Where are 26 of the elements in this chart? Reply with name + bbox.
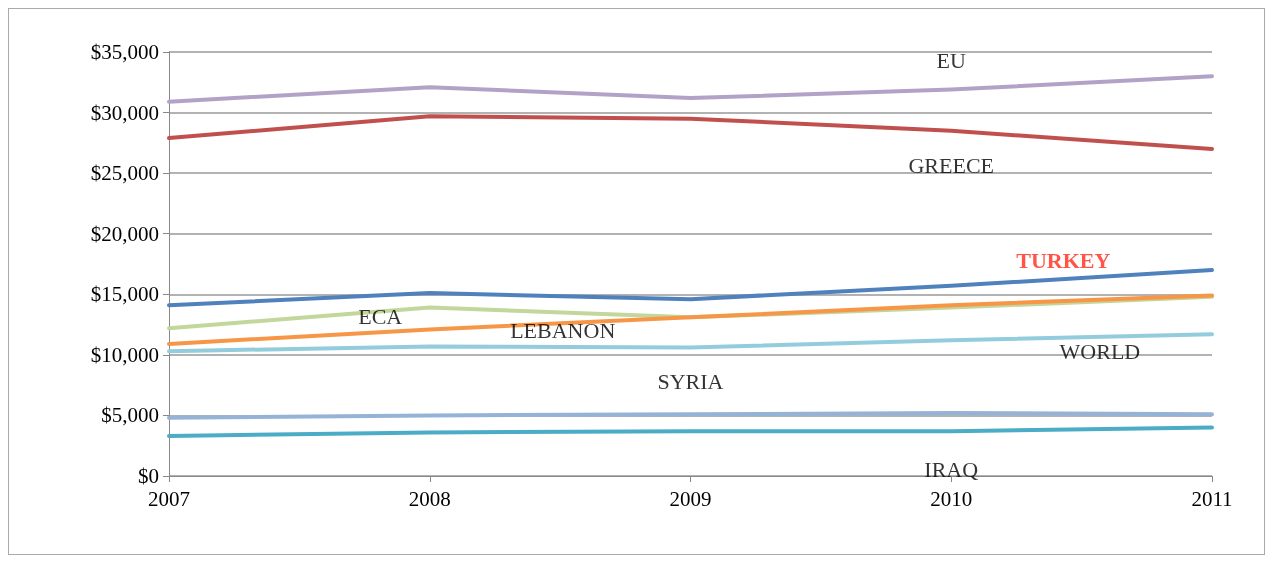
y-tick-label: $20,000: [90, 221, 159, 246]
line-series: [167, 268, 1214, 308]
x-tick-label: 2009: [669, 486, 712, 511]
y-tick-label: $10,000: [90, 342, 159, 367]
y-tick-label: $15,000: [90, 282, 159, 307]
x-tick-label: 2008: [408, 486, 451, 511]
line-series: [167, 74, 1214, 104]
line-series: [167, 293, 1214, 346]
y-tick-label: $30,000: [90, 100, 159, 125]
series-label: LEBANON: [510, 318, 616, 344]
x-tick-label: 2010: [930, 486, 973, 511]
y-tick-label: $5,000: [101, 403, 159, 428]
y-tick-label: $0: [138, 464, 159, 488]
series-label: SYRIA: [657, 369, 724, 395]
line-series: [167, 114, 1214, 151]
y-tick-label: $35,000: [90, 40, 159, 64]
x-tick-label: 2007: [148, 486, 190, 511]
series-label: IRAQ: [924, 456, 979, 482]
series-label: WORLD: [1059, 338, 1141, 364]
series-label: GREECE: [908, 153, 995, 179]
x-tick-label: 2011: [1191, 486, 1233, 511]
line-series: [167, 425, 1214, 439]
series-label: TURKEY: [1016, 247, 1111, 273]
series-label: ECA: [358, 303, 403, 329]
series-label: EU: [936, 47, 967, 73]
y-tick-label: $25,000: [90, 161, 159, 186]
